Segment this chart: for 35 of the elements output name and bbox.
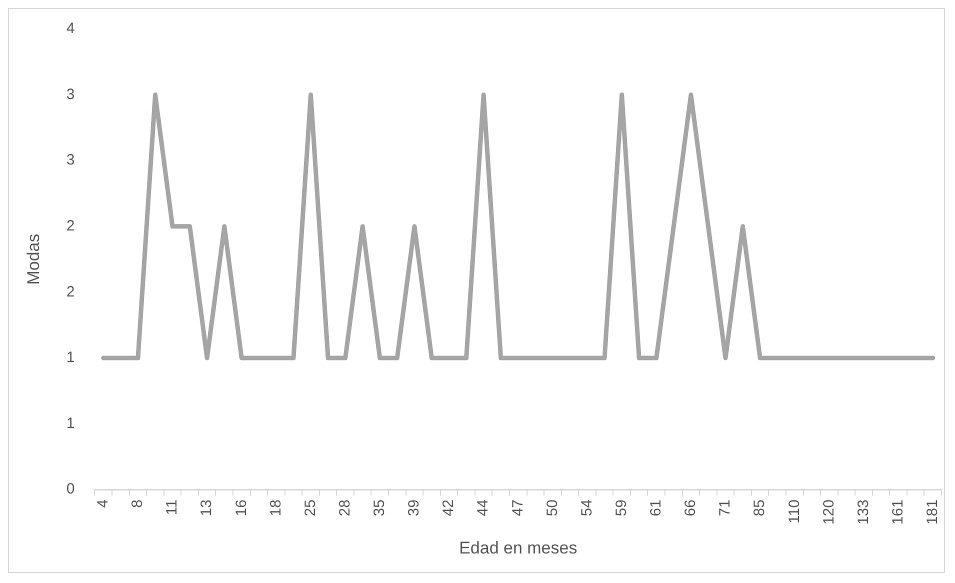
x-tick-label: 66 [682, 500, 700, 516]
y-tick-label: 1 [66, 414, 75, 432]
x-tick-label: 85 [751, 500, 768, 516]
x-tick-label: 16 [232, 500, 250, 516]
x-tick-label: 54 [578, 500, 596, 516]
x-tick-label: 11 [164, 500, 181, 516]
x-tick-label: 28 [336, 500, 354, 516]
y-tick-label: 3 [66, 86, 75, 103]
y-axis-title: Modas [24, 234, 43, 285]
x-axis-title: Edad en meses [459, 538, 578, 558]
x-tick-label: 133 [854, 500, 872, 525]
x-tick-label: 18 [267, 500, 284, 516]
x-tick-label: 35 [371, 500, 388, 516]
x-tick-label: 110 [786, 500, 803, 524]
x-tick-label: 47 [509, 500, 526, 516]
y-tick-label: 1 [66, 349, 75, 366]
y-tick-label: 2 [66, 283, 75, 300]
x-tick-label: 161 [889, 500, 906, 525]
x-tick-label: 42 [440, 500, 458, 516]
x-tick-label: 13 [198, 500, 216, 516]
y-tick-label: 4 [66, 20, 75, 38]
x-tick-label: 44 [474, 500, 492, 516]
x-tick-label: 120 [820, 500, 838, 525]
y-tick-label: 0 [66, 480, 75, 498]
x-tick-label: 4 [94, 500, 112, 508]
x-tick-label: 61 [648, 500, 665, 516]
x-tick-label: 181 [924, 500, 942, 525]
x-tick-label: 8 [129, 500, 146, 508]
x-tick-label: 39 [406, 500, 423, 516]
y-tick-label: 3 [66, 152, 75, 169]
x-tick-label: 71 [716, 500, 734, 516]
y-tick-label: 2 [66, 218, 75, 235]
x-tick-label: 25 [302, 500, 319, 516]
x-tick-label: 50 [544, 500, 561, 516]
x-tick-label: 59 [612, 500, 630, 516]
